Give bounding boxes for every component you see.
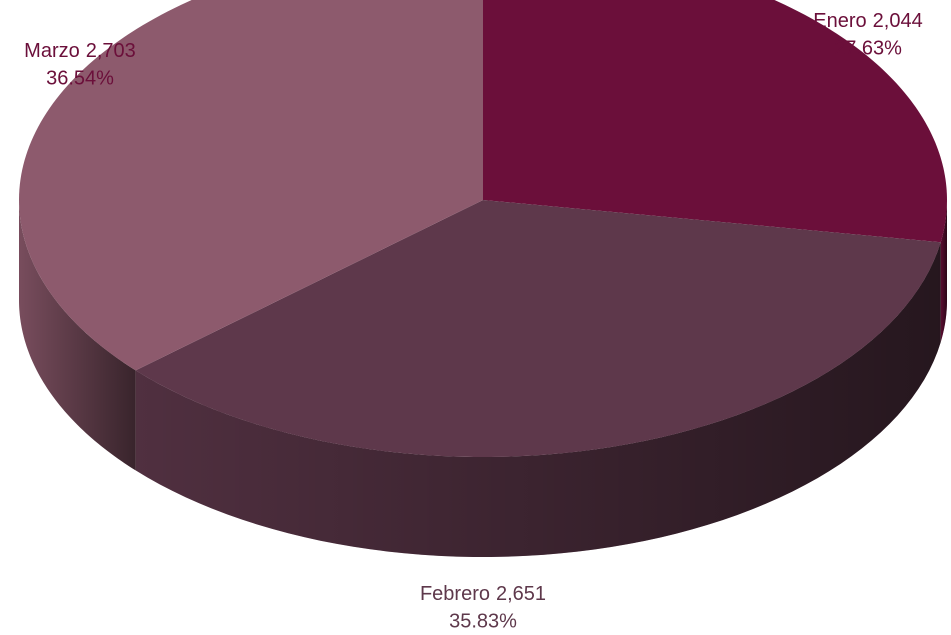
percent-label: 35.83% xyxy=(449,610,517,632)
category-label: Febrero xyxy=(420,583,490,605)
value-label: 2,703 xyxy=(86,40,136,62)
slice xyxy=(135,200,941,457)
category-label: Enero xyxy=(813,10,866,32)
slice-side-shade xyxy=(135,242,941,557)
slice xyxy=(19,0,483,371)
slice-side-shade xyxy=(940,200,947,343)
data-label: Enero 2,044 xyxy=(813,10,922,32)
slice-side-shade xyxy=(19,200,136,471)
percent-label: 36.54% xyxy=(46,67,114,89)
slice xyxy=(483,0,947,243)
value-label: 2,044 xyxy=(873,10,923,32)
value-label: 2,651 xyxy=(496,583,546,605)
data-label: Febrero 2,651 xyxy=(420,583,546,605)
category-label: Marzo xyxy=(24,40,80,62)
percent-label: 27.63% xyxy=(834,37,902,59)
data-label: Marzo 2,703 xyxy=(24,40,136,62)
